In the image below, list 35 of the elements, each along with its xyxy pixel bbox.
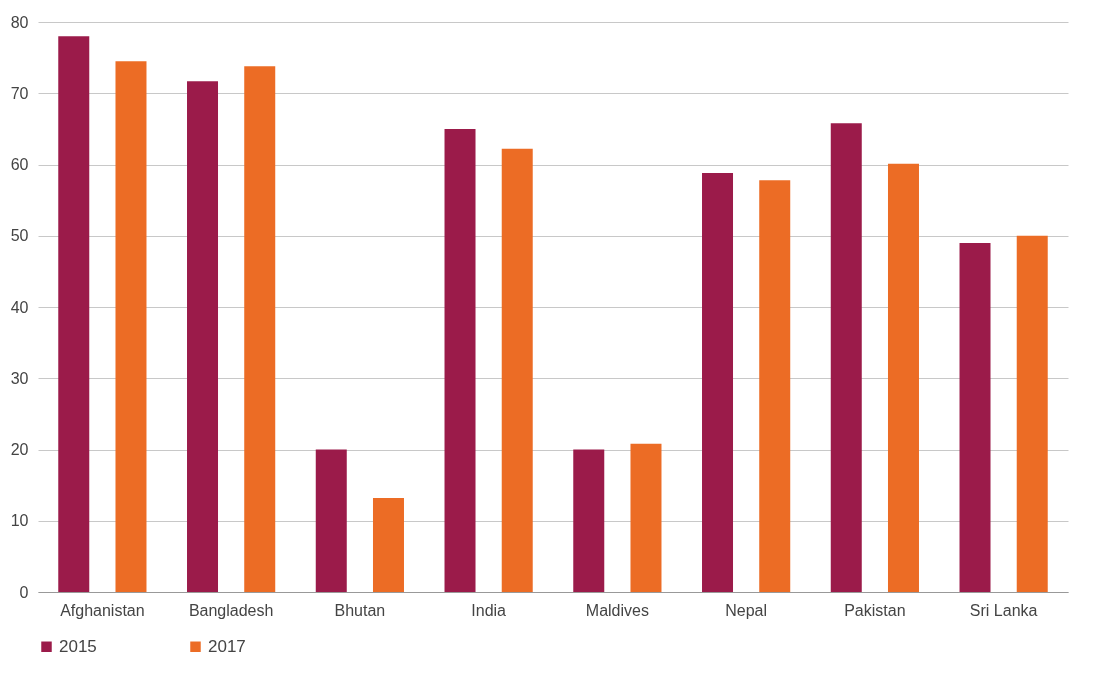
y-tick-label: 40	[10, 298, 29, 316]
y-tick-label: 30	[10, 369, 29, 387]
bar	[372, 497, 404, 592]
y-tick-label: 0	[19, 583, 29, 601]
bar	[444, 128, 476, 592]
y-tick-label: 60	[10, 156, 29, 173]
x-tick-label: Sri Lanka	[969, 601, 1038, 619]
legend-label: 2015	[59, 636, 97, 656]
x-tick-label: Bangladesh	[188, 601, 274, 619]
bar	[830, 123, 862, 592]
bar	[115, 61, 147, 592]
x-tick-label: Nepal	[725, 601, 768, 619]
y-tick-label: 50	[10, 227, 29, 245]
y-tick-label: 80	[10, 13, 29, 31]
bar	[187, 81, 219, 592]
y-tick-label: 20	[10, 441, 29, 458]
y-tick-label: 10	[10, 512, 29, 530]
x-tick-label: Bhutan	[334, 601, 386, 619]
bar	[702, 173, 734, 592]
bar	[573, 449, 605, 592]
x-tick-label: Afghanistan	[60, 601, 145, 619]
bar	[959, 242, 991, 592]
bar	[1016, 235, 1048, 592]
bar	[315, 449, 347, 592]
x-tick-label: Pakistan	[844, 601, 906, 619]
x-tick-label: Maldives	[585, 601, 649, 619]
bar	[887, 163, 919, 592]
bar	[630, 443, 662, 592]
y-tick-label: 70	[10, 84, 29, 102]
x-tick-label: India	[471, 601, 507, 619]
legend-label: 2017	[208, 636, 246, 656]
bar	[244, 66, 276, 592]
bar	[58, 36, 90, 592]
bar	[759, 180, 791, 592]
bar	[501, 148, 533, 592]
